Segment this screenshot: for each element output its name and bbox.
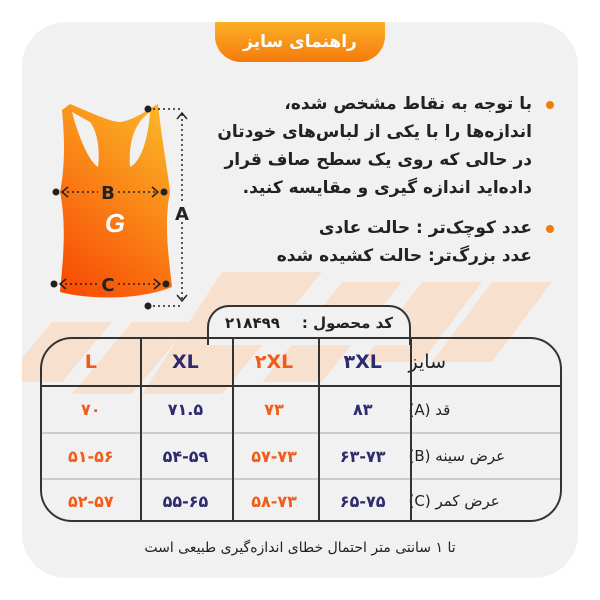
tank-top-shape: [60, 104, 172, 298]
table-row: عرض سینه (B) ۶۳-۷۳ ۵۷-۷۳ ۵۴-۵۹ ۵۱-۵۶: [67, 446, 506, 466]
size-guide-card: راهنمای سایز G A B C: [22, 22, 578, 578]
table-header: سایز ۳XL ۲XL XL L: [84, 351, 446, 373]
footer-note: تا ۱ سانتی متر احتمال خطای اندازه‌گیری ط…: [144, 540, 456, 556]
label-c: C: [101, 275, 114, 296]
table-row: قد (A) ۸۳ ۷۳ ۷۱.۵ ۷۰: [81, 400, 451, 419]
instruction-item: عدد کوچک‌تر : حالت عادی عدد بزرگ‌تر: حالت…: [216, 214, 556, 270]
size-table: سایز ۳XL ۲XL XL L قد (A) ۸۳ ۷۳ ۷۱.۵ ۷۰ ع…: [40, 337, 562, 522]
table-row: عرض کمر (C) ۶۵-۷۵ ۵۸-۷۳ ۵۵-۶۵ ۵۲-۵۷: [67, 491, 500, 511]
bullet-icon: [546, 225, 554, 233]
page-title: راهنمای سایز: [215, 22, 385, 62]
tank-top-diagram: G A B C: [50, 104, 189, 310]
label-a: A: [175, 204, 189, 225]
bullet-icon: [546, 101, 554, 109]
instructions: با توجه به نقاط مشخص شده، اندازه‌ها را ب…: [216, 90, 556, 270]
product-code-value: ۲۱۸۴۹۹: [225, 314, 280, 332]
product-code-label: کد محصول :: [301, 314, 393, 332]
brand-logo: G: [105, 208, 125, 238]
instruction-item: با توجه به نقاط مشخص شده، اندازه‌ها را ب…: [216, 90, 556, 202]
label-b: B: [101, 183, 115, 204]
